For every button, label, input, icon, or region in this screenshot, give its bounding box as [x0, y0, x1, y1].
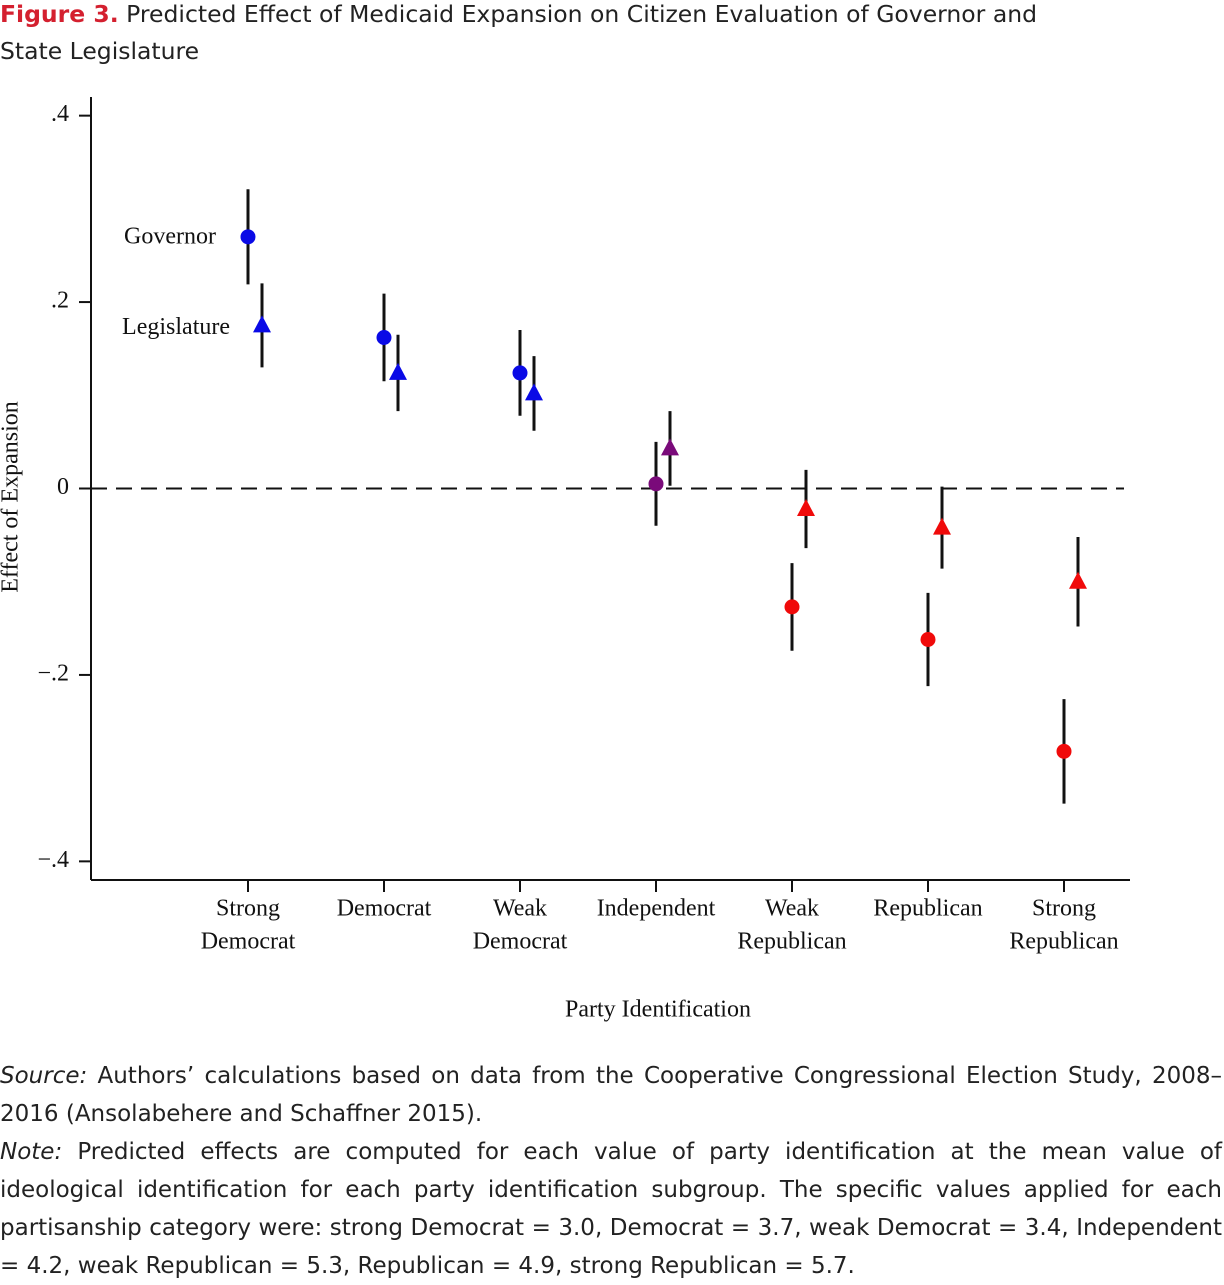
legislature-point [661, 438, 679, 456]
legislature-point [1069, 571, 1087, 589]
note-label: Note: [0, 1139, 63, 1165]
source-text: Authors’ calculations based on data from… [0, 1063, 1223, 1127]
x-tick-label: Republican [737, 929, 846, 955]
figure-label: Figure 3. [0, 0, 119, 28]
y-tick-label: 0 [57, 474, 69, 500]
legislature-point [797, 499, 815, 517]
governor-point [512, 365, 528, 381]
source: Source: Authors’ calculations based on d… [0, 1057, 1222, 1133]
x-tick-label: Strong [216, 896, 280, 922]
x-tick-label: Democrat [473, 929, 568, 955]
x-tick-label: Weak [765, 896, 819, 922]
y-tick-label: .2 [51, 288, 69, 314]
x-tick-label: Democrat [201, 929, 296, 955]
x-tick-label: Weak [493, 896, 547, 922]
x-tick-label: Strong [1032, 896, 1096, 922]
x-tick-label: Republican [1009, 929, 1118, 955]
y-axis-label: Effect of Expansion [0, 401, 24, 593]
x-tick-label: Democrat [337, 896, 432, 922]
governor-point [1056, 743, 1072, 759]
governor-point [784, 599, 800, 615]
governor-point [240, 229, 256, 245]
series-label: Legislature [122, 314, 230, 340]
legislature-point [933, 517, 951, 535]
legislature-point [389, 362, 407, 380]
governor-point [920, 632, 936, 648]
y-tick-label: .4 [51, 101, 69, 127]
governor-point [376, 329, 392, 345]
series-label: Governor [124, 223, 216, 249]
x-axis-label: Party Identification [565, 997, 751, 1023]
x-tick-label: Republican [873, 896, 982, 922]
y-tick-label: −.2 [37, 660, 69, 686]
chart: Party Identification Effect of Expansion… [0, 97, 1130, 1023]
source-label: Source: [0, 1063, 88, 1089]
y-tick-label: −.4 [37, 847, 69, 873]
x-tick-label: Independent [597, 896, 716, 922]
note: Note: Predicted effects are computed for… [0, 1133, 1222, 1285]
note-text: Predicted effects are computed for each … [0, 1139, 1223, 1279]
legislature-point [525, 383, 543, 401]
notes: Source: Authors’ calculations based on d… [0, 1057, 1222, 1285]
legislature-point [253, 315, 271, 333]
figure-title: Figure 3. Predicted Effect of Medicaid E… [0, 0, 1100, 70]
governor-point [648, 476, 664, 492]
chart-title: Predicted Effect of Medicaid Expansion o… [0, 0, 1038, 65]
